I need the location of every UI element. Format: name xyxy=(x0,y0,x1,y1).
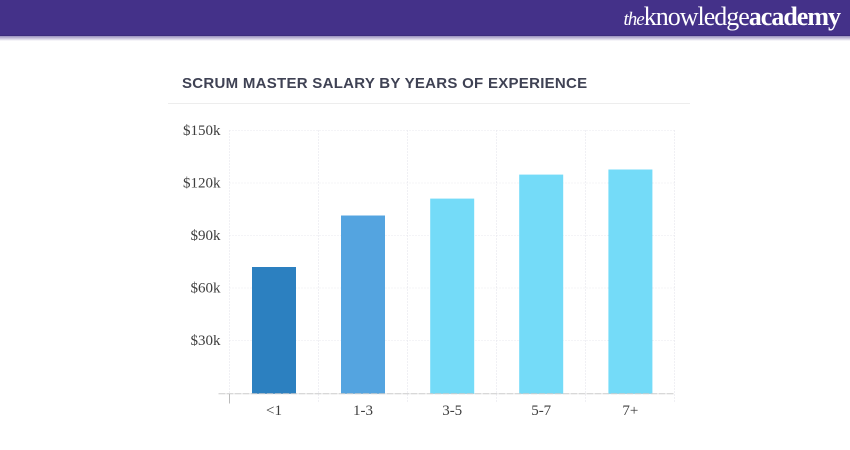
svg-text:1-3: 1-3 xyxy=(353,403,373,419)
svg-text:7+: 7+ xyxy=(622,403,638,419)
svg-text:$120k: $120k xyxy=(183,176,221,192)
svg-text:3-5: 3-5 xyxy=(442,403,462,419)
svg-text:$150k: $150k xyxy=(183,123,221,139)
svg-text:$90k: $90k xyxy=(191,228,222,244)
svg-text:$60k: $60k xyxy=(191,281,222,297)
svg-text:<1: <1 xyxy=(266,403,282,419)
svg-text:$30k: $30k xyxy=(191,333,222,349)
svg-text:5-7: 5-7 xyxy=(531,403,551,419)
